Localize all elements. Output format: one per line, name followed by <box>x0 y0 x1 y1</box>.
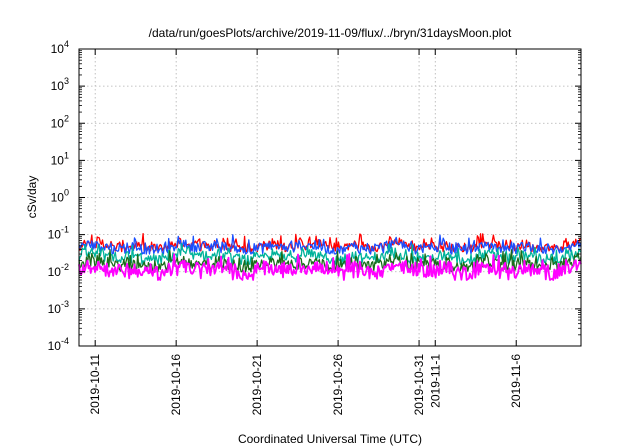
x-axis-label: Coordinated Universal Time (UTC) <box>238 432 422 446</box>
y-tick-label: 104 <box>51 39 69 56</box>
series-layer <box>78 232 582 281</box>
y-axis: 10-4 10-3 10-2 10-1 100 101 102 103 104 <box>48 39 581 353</box>
y-axis-label: cSv/day <box>25 176 39 219</box>
grid <box>79 48 581 347</box>
series-line <box>78 242 582 265</box>
x-axis: 2019-10-11 2019-10-16 2019-10-21 2019-10-26… <box>88 49 523 415</box>
plot-frame <box>78 48 582 347</box>
y-tick-label: 100 <box>51 188 69 205</box>
y-tick-label: 102 <box>51 113 69 130</box>
y-tick-label: 103 <box>51 76 69 93</box>
series-line <box>78 253 582 281</box>
x-tick-label: 2019-10-11 <box>88 354 102 415</box>
x-tick-label: 2019-11-1 <box>428 354 442 408</box>
y-tick-label: 10-4 <box>48 336 69 353</box>
y-tick-label: 10-2 <box>48 262 69 279</box>
chart-title: /data/run/goesPlots/archive/2019-11-09/f… <box>149 26 512 40</box>
series-line <box>78 232 582 253</box>
y-tick-label: 10-3 <box>48 299 69 316</box>
x-tick-label: 2019-10-16 <box>169 354 183 416</box>
x-tick-label: 2019-10-21 <box>250 354 264 416</box>
y-tick-label: 10-1 <box>48 225 69 242</box>
x-tick-label: 2019-11-6 <box>509 354 523 408</box>
y-tick-label: 101 <box>51 150 69 167</box>
x-tick-label: 2019-10-31 <box>412 354 426 416</box>
series-line <box>78 248 582 273</box>
x-tick-label: 2019-10-26 <box>331 354 345 416</box>
